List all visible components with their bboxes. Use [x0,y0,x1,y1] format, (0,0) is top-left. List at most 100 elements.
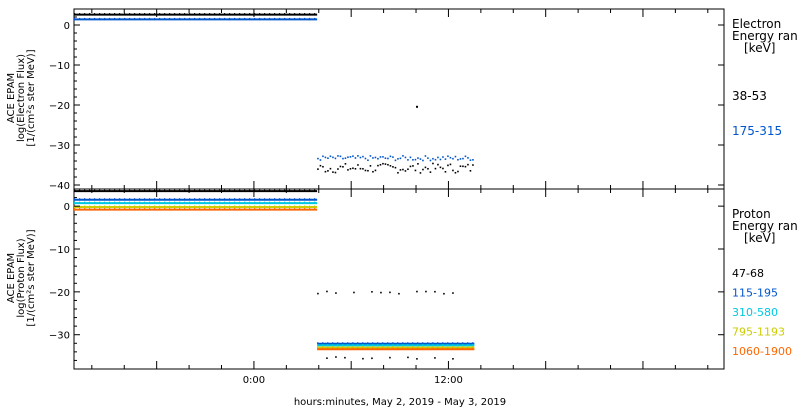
proton-series-115-195-point [109,198,111,201]
electron-series-38-53-point [414,169,417,172]
proton-series-795-1193-point [224,205,226,207]
proton-series-795-1193-point [299,205,301,208]
electron-series-38-53-point [304,13,306,15]
electron-series-175-315-point [422,159,424,162]
proton-series-47-68-point [199,189,201,192]
proton-series-795-1193-point [179,205,181,208]
electron-series-38-53-point [417,163,419,165]
proton-series-795-1193-point [342,346,344,348]
electron-series-38-53-point [424,166,427,169]
electron-series-38-53-point [407,168,409,171]
proton-series-1060-1900-point [264,208,266,210]
proton-series-795-1193-point [407,346,409,348]
electron-series-175-315-point [179,17,181,20]
proton-series-115-195-point [322,342,324,344]
proton-series-1060-1900-point [357,347,359,350]
proton-series-47-68-point [452,358,454,360]
electron-series-38-53-point [454,171,457,174]
electron-series-38-53-point [397,171,399,174]
electron-series-175-315-point [419,158,422,160]
electron-series-38-53-point [439,166,442,169]
proton-series-1060-1900-point [322,347,324,350]
electron-series-38-53-point [189,13,191,16]
electron-series-175-315-point [164,17,166,20]
electron-series-175-315-point [109,17,111,20]
proton-series-115-195-point [214,198,216,200]
proton-series-310-580-point [397,343,399,346]
proton-series-795-1193-point [84,205,86,208]
proton-series-310-580-point [289,201,291,204]
electron-series-175-315-point [367,159,369,162]
proton-series-47-68-point [184,189,186,192]
proton-series-310-580-point [427,343,429,346]
proton-series-47-68-point [380,291,382,294]
proton-series-1060-1900-point [244,208,246,210]
electron-series-38-53-point [349,167,352,170]
electron-series-38-53-point [279,13,281,15]
electron-legend-175-315: 175-315 [732,124,782,138]
proton-series-115-195-point [317,342,319,345]
proton-series-1060-1900-point [89,208,91,211]
proton-series-47-68-point [134,189,136,192]
proton-series-115-195-point [234,198,236,201]
proton-legend-title-3: [keV] [744,231,775,245]
electron-series-38-53-point [364,169,367,172]
electron-series-38-53-point [432,162,434,165]
proton-series-310-580-point [327,343,329,346]
proton-series-795-1193-point [189,205,191,208]
proton-series-1060-1900-point [164,208,166,210]
electron-series-38-53-point [437,163,439,166]
proton-series-47-68-point [299,189,301,192]
proton-series-795-1193-point [284,205,286,207]
electron-series-175-315-point [359,156,362,159]
electron-series-175-315-point [437,156,439,159]
electron-series-175-315-point [194,17,196,20]
electron-series-38-53-point [379,163,382,166]
proton-series-115-195-point [89,198,91,201]
proton-series-1060-1900-point [387,347,389,350]
proton-series-310-580-point [144,201,146,204]
proton-series-47-68-point [326,357,328,359]
electron-series-175-315-point [327,157,329,160]
electron-series-38-53-point [134,13,136,16]
proton-series-115-195-point [294,198,296,200]
proton-series-795-1193-point [229,205,231,208]
electron-series-175-315-point [347,156,349,159]
proton-series-1060-1900-point [452,347,454,350]
proton-series-310-580-point [139,201,141,204]
electron-series-175-315-point [372,157,374,159]
proton-series-115-195-point [74,198,76,200]
electron-series-38-53-point [362,167,364,170]
electron-legend-title-1: Electron [732,17,781,31]
electron-series-38-53-point [404,170,407,172]
electron-series-38-53-point [422,168,424,171]
proton-series-1060-1900-point [124,208,126,211]
proton-series-47-68-point [89,189,91,192]
electron-series-38-53-point [114,13,116,16]
proton-series-795-1193-point [442,346,444,349]
proton-series-47-68-point [209,189,211,192]
electron-series-38-53-point [334,171,337,174]
proton-series-47-68-point [239,189,241,192]
proton-series-795-1193-point [99,205,101,208]
proton-series-795-1193-point [357,346,359,348]
proton-series-310-580-point [174,201,176,204]
proton-series-115-195-point [199,198,201,200]
electron-series-38-53-point [229,13,231,15]
electron-series-175-315-point [384,157,387,159]
electron-series-38-53-point [442,167,444,170]
proton-series-795-1193-point [397,346,399,348]
proton-series-115-195-point [204,198,206,200]
proton-series-310-580-point [342,343,344,346]
proton-series-47-68-point [84,189,86,192]
electron-series-175-315-point [397,158,399,160]
proton-series-1060-1900-point [422,347,424,351]
proton-series-310-580-point [94,201,96,204]
proton-series-310-580-point [89,201,91,204]
proton-series-310-580-point [259,201,261,204]
electron-series-38-53-point [199,13,201,15]
electron-series-175-315-point [299,17,301,20]
electron-series-38-53-point [449,163,452,166]
proton-series-795-1193-point [239,205,241,207]
proton-y-axis: 0 −10 −20 −30 [49,188,724,370]
